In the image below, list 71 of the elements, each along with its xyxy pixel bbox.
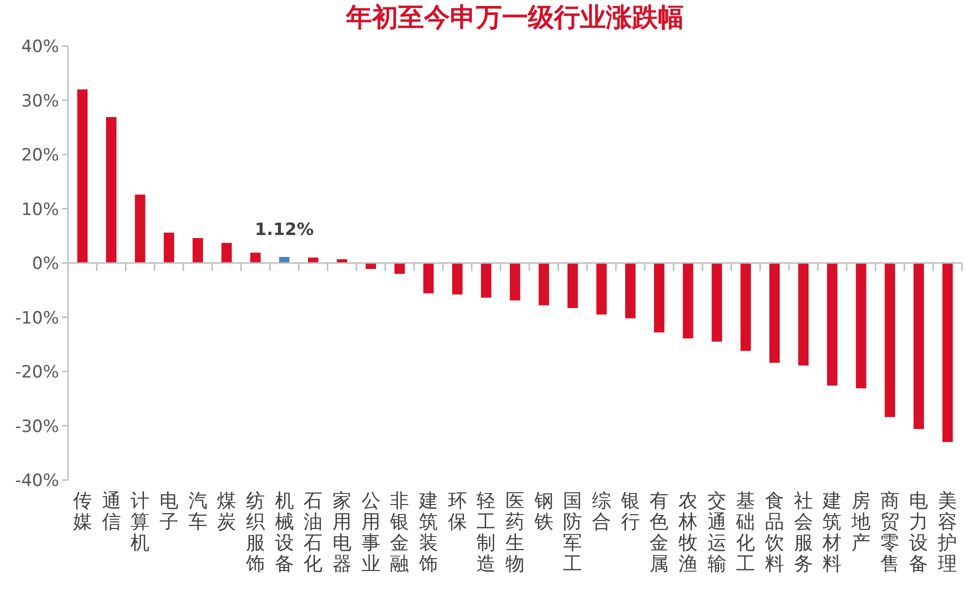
y-tick-label: -20% — [15, 362, 59, 382]
x-tick-label: 轻工制造 — [476, 490, 496, 575]
bar — [914, 263, 924, 430]
y-tick-label: 0% — [32, 254, 59, 274]
x-tick-label: 医药生物 — [506, 490, 524, 575]
bar — [798, 263, 809, 366]
x-tick-label: 电子 — [159, 490, 178, 533]
bar — [740, 263, 751, 351]
bar — [480, 263, 492, 298]
x-tick-label: 通信 — [102, 490, 121, 533]
bar — [192, 238, 203, 263]
bar — [856, 263, 866, 388]
y-tick-label: -40% — [15, 471, 59, 491]
bar — [106, 117, 116, 263]
y-tick-label: -10% — [15, 308, 59, 328]
bar — [134, 194, 146, 263]
bar — [625, 263, 636, 318]
bar — [279, 256, 290, 263]
y-tick-label: 20% — [21, 146, 59, 166]
y-tick-label: 30% — [21, 91, 59, 112]
x-tick-label: 建筑材料 — [822, 490, 842, 575]
x-tick-label: 农林牧渔 — [678, 490, 698, 575]
x-tick-label: 美容护理 — [937, 490, 958, 575]
y-tick-label: 10% — [21, 200, 59, 220]
data-label: 1.12% — [254, 220, 314, 240]
bar — [164, 232, 174, 263]
bar — [942, 263, 953, 442]
x-tick-label: 电力设备 — [909, 490, 928, 575]
bar — [423, 263, 434, 294]
x-tick-label: 商贸零售 — [880, 490, 900, 575]
x-tick-label: 计算机 — [130, 490, 150, 554]
bar — [884, 263, 896, 418]
y-tick-label: -30% — [15, 416, 59, 437]
x-tick-label: 银行 — [620, 490, 640, 533]
chart-title: 年初至今申万一级行业涨跌幅 — [345, 3, 684, 33]
bar — [510, 263, 520, 300]
x-tick-label: 有色金属 — [650, 490, 669, 575]
x-tick-label: 综合 — [592, 490, 612, 533]
x-tick-label: 汽车 — [188, 490, 208, 533]
bar — [654, 263, 664, 332]
x-tick-label: 社会服务 — [794, 490, 813, 575]
x-tick-label: 房地产 — [850, 490, 871, 554]
bar — [596, 263, 607, 315]
bar — [769, 263, 780, 363]
x-tick-label: 家用电器 — [332, 490, 352, 575]
x-tick-label: 公用事业 — [361, 490, 380, 575]
x-tick-label: 纺织服饰 — [244, 490, 265, 575]
bar — [712, 263, 722, 342]
x-tick-label: 环保 — [448, 490, 467, 533]
x-tick-label: 基础化工 — [735, 490, 756, 575]
x-tick-label: 非银金融 — [389, 490, 410, 575]
bar — [394, 263, 405, 274]
bar — [452, 263, 463, 294]
x-tick-label: 建筑装饰 — [418, 490, 438, 575]
x-tick-label: 机械设备 — [274, 490, 294, 575]
bar — [308, 258, 318, 263]
bar — [77, 89, 88, 263]
x-tick-label: 交通运输 — [707, 490, 726, 575]
bar — [682, 263, 694, 338]
bar — [827, 263, 838, 386]
y-tick-label: 40% — [21, 37, 59, 57]
x-tick-label: 煤炭 — [217, 490, 236, 533]
x-tick-label: 食品饮料 — [764, 490, 784, 575]
bar — [538, 263, 550, 306]
bar — [567, 263, 578, 308]
bar — [221, 242, 232, 263]
bar — [250, 252, 261, 263]
x-tick-label: 国防军工 — [563, 490, 582, 575]
x-tick-label: 钢铁 — [533, 490, 554, 533]
x-tick-label: 石油石化 — [304, 490, 323, 575]
x-tick-label: 传媒 — [72, 490, 92, 533]
